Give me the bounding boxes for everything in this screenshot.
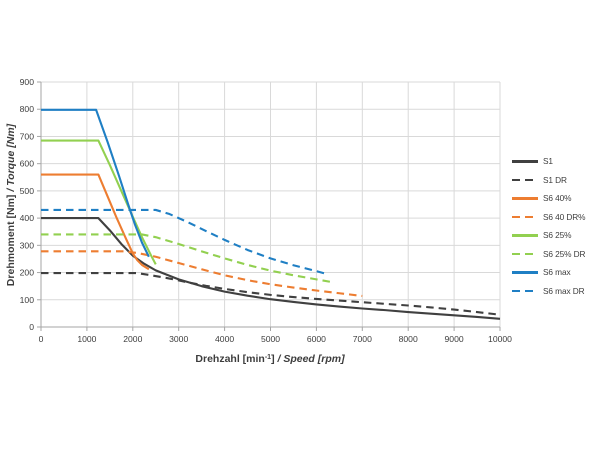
x-tick-labels: 0 1000 2000 3000 4000 5000 6000 7000 8000 9000 100…: [39, 334, 513, 344]
y-tick-label: 100: [20, 295, 35, 305]
x-axis-title: Drehzahl [min-1] / Speed [rpm]: [195, 353, 345, 365]
x-tick-label: 0: [39, 334, 44, 344]
x-tick-label: 1000: [77, 334, 96, 344]
x-axis-title-superscript: -1: [265, 354, 271, 361]
y-tick-label: 900: [20, 77, 35, 87]
x-tick-label: 8000: [399, 334, 418, 344]
series-line-s6-40: [41, 173, 150, 271]
x-axis-title-de: Drehzahl [min: [195, 353, 264, 365]
axis-lines: [37, 81, 501, 331]
x-axis-title-bracket: ]: [271, 353, 277, 365]
legend-swatch-dashed-line-icon: [512, 175, 538, 185]
series-line-s6-40-dr: [41, 250, 363, 298]
y-tick-label: 500: [20, 186, 35, 196]
legend-swatch-solid-line-icon: [512, 193, 538, 203]
legend-item[interactable]: S6 40 DR%: [512, 208, 598, 227]
legend-label: S6 40 DR%: [543, 211, 586, 222]
y-axis-title-en: / Torque [Nm]: [5, 123, 17, 192]
x-axis-title-en: / Speed [rpm]: [277, 353, 346, 365]
legend-item[interactable]: S6 25%: [512, 226, 598, 245]
legend-item[interactable]: S1: [512, 152, 598, 171]
gridlines: [41, 81, 501, 328]
series-line-s6-25-dr: [41, 233, 335, 284]
series-line-s1: [41, 217, 501, 320]
chart-legend: S1 S1 DR S6 40% S6 40 DR% S6 25% S6 25% DR S6 …: [512, 152, 598, 300]
legend-label: S6 40%: [543, 193, 572, 204]
y-tick-labels: 0 100 200 300 400 500 600 700 800 900: [20, 77, 35, 332]
legend-swatch-dashed-line-icon: [512, 286, 538, 296]
legend-item[interactable]: S6 25% DR: [512, 245, 598, 264]
legend-label: S1 DR: [543, 174, 567, 185]
x-tick-label: 10000: [488, 334, 512, 344]
legend-label: S6 25% DR: [543, 248, 586, 259]
legend-swatch-dashed-line-icon: [512, 212, 538, 222]
legend-swatch-solid-line-icon: [512, 156, 538, 166]
x-tick-label: 6000: [307, 334, 326, 344]
legend-swatch-solid-line-icon: [512, 267, 538, 277]
x-tick-label: 3000: [169, 334, 188, 344]
y-tick-label: 0: [29, 322, 34, 332]
y-tick-label: 300: [20, 240, 35, 250]
legend-label: S6 max DR: [543, 285, 585, 296]
series-line-s1-dr: [41, 272, 501, 316]
legend-item[interactable]: S6 max DR: [512, 282, 598, 301]
legend-swatch-solid-line-icon: [512, 230, 538, 240]
x-tick-label: 5000: [261, 334, 280, 344]
y-tick-label: 400: [20, 213, 35, 223]
series-line-s6-max: [41, 108, 150, 258]
y-tick-label: 800: [20, 104, 35, 114]
x-tick-label: 7000: [353, 334, 372, 344]
x-tick-label: 4000: [215, 334, 234, 344]
legend-label: S6 25%: [543, 230, 572, 241]
y-tick-label: 700: [20, 131, 35, 141]
y-tick-label: 200: [20, 268, 35, 278]
legend-label: S1: [543, 156, 553, 167]
y-axis-title: Drehmoment [Nm] / Torque [Nm]: [5, 123, 17, 286]
legend-item[interactable]: S6 40%: [512, 189, 598, 208]
legend-label: S6 max: [543, 267, 571, 278]
series-line-s6-max-dr: [41, 208, 326, 275]
x-tick-label: 9000: [445, 334, 464, 344]
y-tick-label: 600: [20, 159, 35, 169]
x-tick-label: 2000: [123, 334, 142, 344]
series-lines: [41, 108, 501, 320]
legend-item[interactable]: S6 max: [512, 263, 598, 282]
legend-item[interactable]: S1 DR: [512, 171, 598, 190]
legend-swatch-dashed-line-icon: [512, 249, 538, 259]
y-axis-title-de: Drehmoment [Nm]: [5, 192, 17, 287]
